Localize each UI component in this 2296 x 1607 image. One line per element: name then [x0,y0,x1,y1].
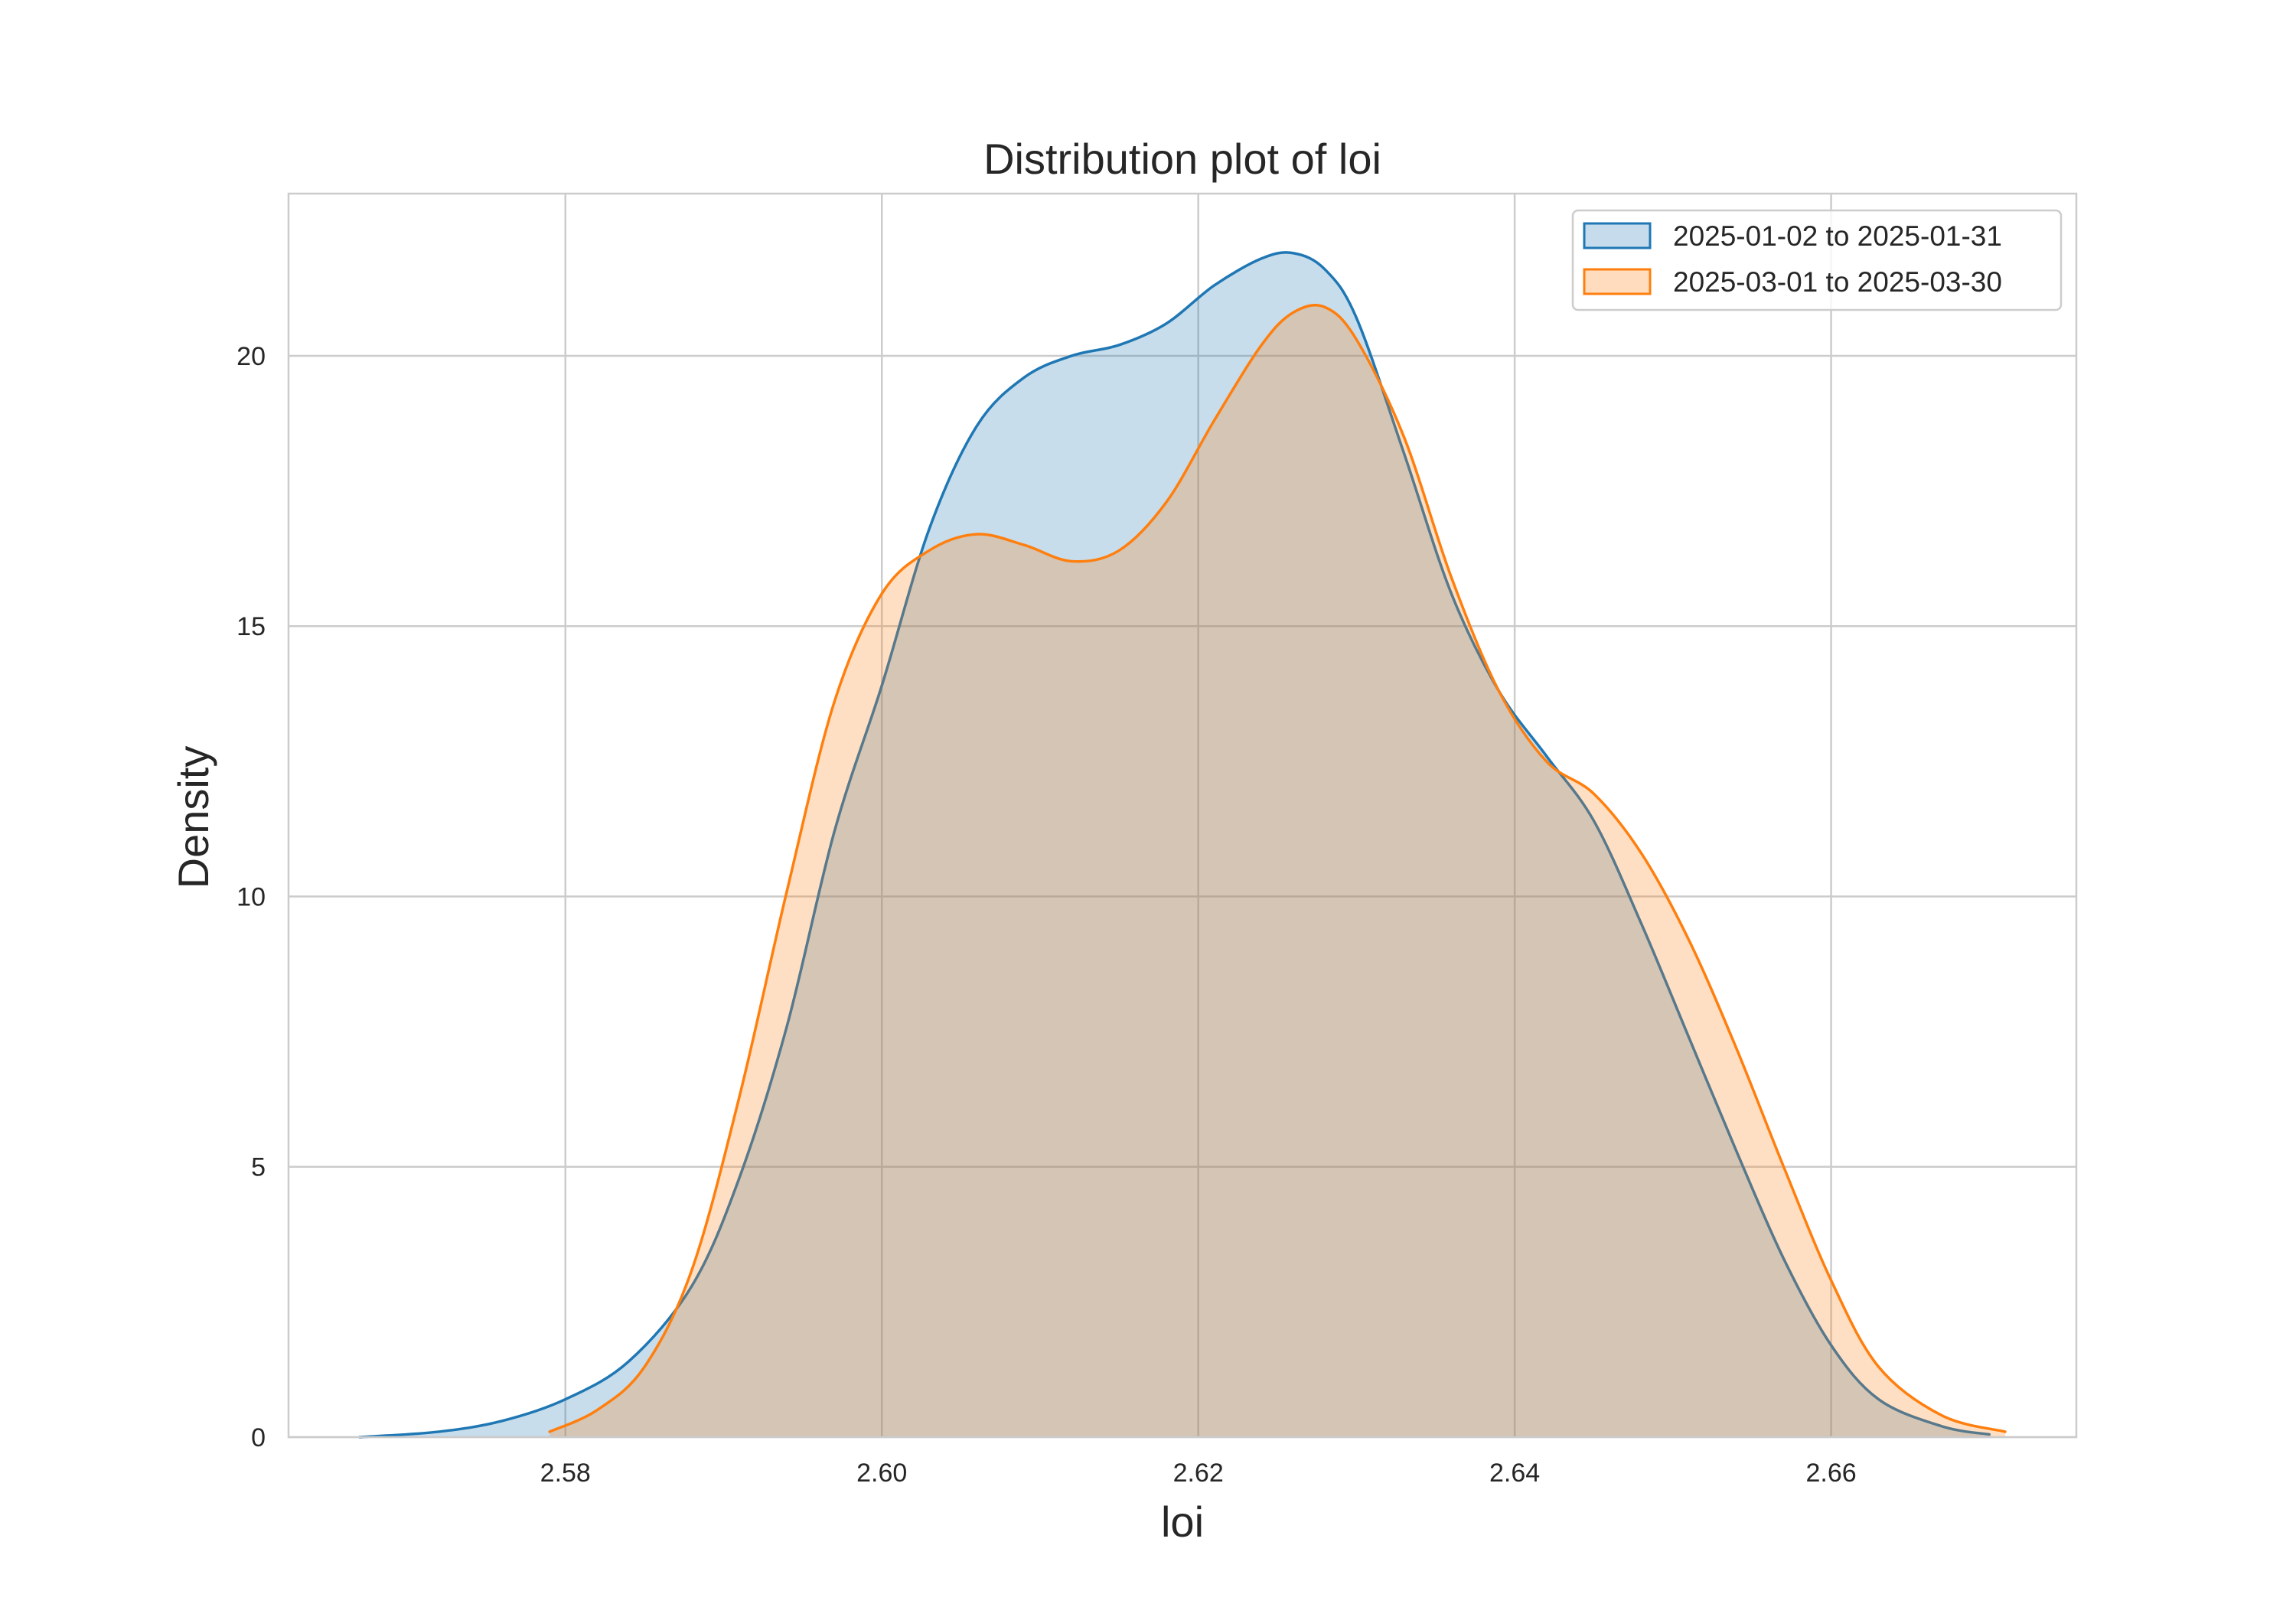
legend-swatch-series-2 [1583,268,1652,295]
x-tick-label: 2.60 [856,1459,907,1488]
density-area-series-1 [360,252,1990,1437]
x-axis-label: loi [1161,1498,1204,1546]
y-axis-label: Density [169,746,217,889]
legend-box [1571,209,2063,311]
x-tick-label: 2.62 [1173,1459,1224,1488]
x-tick-label: 2.58 [540,1459,591,1488]
y-tick-label: 10 [236,882,266,911]
legend-swatch-series-1 [1583,222,1652,249]
plot-frame [287,192,2078,1439]
tick-labels: 2.58 2.60 2.62 2.64 2.66 0 5 10 15 20 [236,342,1856,1488]
legend-label-series-2: 2025-03-01 to 2025-03-30 [1673,266,2002,298]
density-areas [358,251,2007,1439]
y-tick-label: 5 [251,1153,266,1182]
density-line-series-1 [358,251,1991,1439]
density-area-series-2 [550,305,2005,1437]
x-tick-label: 2.66 [1805,1459,1856,1488]
chart-title: Distribution plot of loi [983,135,1381,183]
y-tick-label: 15 [236,612,266,641]
legend: 2025-01-02 to 2025-01-31 2025-03-01 to 2… [1571,209,2063,311]
density-line-series-2 [548,304,2007,1433]
legend-label-series-1: 2025-01-02 to 2025-01-31 [1673,220,2002,252]
y-tick-label: 20 [236,342,266,371]
x-tick-label: 2.64 [1489,1459,1540,1488]
y-tick-label: 0 [251,1423,266,1452]
